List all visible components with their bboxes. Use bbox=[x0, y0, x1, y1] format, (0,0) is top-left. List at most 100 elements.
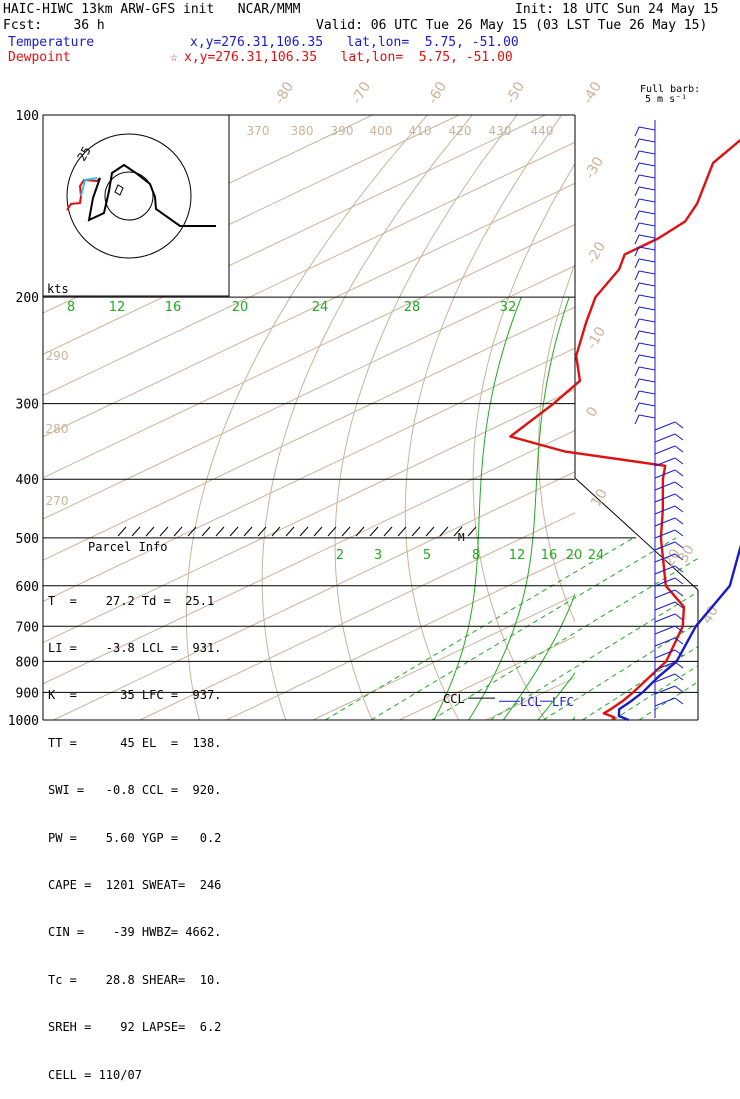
wind-barb-flag bbox=[635, 151, 639, 160]
wind-barb bbox=[655, 602, 675, 610]
isotherm-line bbox=[227, 115, 740, 720]
wind-barb bbox=[639, 283, 655, 286]
isotherm-label: -10 bbox=[584, 324, 609, 352]
wind-barb-flag bbox=[635, 331, 639, 340]
moist-adiabat-line bbox=[676, 297, 740, 720]
wind-barb bbox=[639, 355, 655, 358]
moist-adiabat-label: 12 bbox=[109, 300, 126, 315]
wind-barb-flag bbox=[675, 614, 683, 620]
hodograph-unit-label: kts bbox=[47, 282, 69, 296]
pressure-label: 900 bbox=[16, 686, 39, 701]
wind-barb-flag bbox=[635, 223, 639, 232]
wind-barb bbox=[639, 391, 655, 394]
pressure-label: 1000 bbox=[8, 714, 39, 729]
wind-barb bbox=[639, 343, 655, 346]
wind-barb bbox=[639, 319, 655, 322]
hatch-mark bbox=[230, 527, 238, 536]
wind-barb-flag bbox=[635, 319, 639, 328]
mixing-ratio-label: 5 bbox=[423, 548, 431, 563]
wind-barb bbox=[655, 650, 675, 658]
wind-barb bbox=[639, 331, 655, 334]
moist-adiabat-line bbox=[469, 297, 570, 720]
isotherm-label: -50 bbox=[503, 79, 528, 107]
isotherm-line bbox=[313, 115, 740, 720]
wind-barb-flag bbox=[675, 422, 683, 428]
hatch-mark bbox=[300, 527, 308, 536]
wind-barb-flag bbox=[675, 482, 683, 488]
wind-barb-flag bbox=[635, 379, 639, 388]
theta-label: 410 bbox=[409, 124, 432, 138]
wind-barb bbox=[639, 247, 655, 250]
parcel-info-table: T = 27.2 Td = 25.1 LI = -3.8 LCL = 931. … bbox=[48, 562, 221, 1099]
moist-adiabat-label: 16 bbox=[165, 300, 182, 315]
wind-barb bbox=[639, 403, 655, 406]
wind-barb-flag bbox=[635, 343, 639, 352]
hatch-mark bbox=[398, 527, 406, 536]
moist-adiabat-label: 8 bbox=[67, 300, 75, 315]
wind-barb-flag bbox=[635, 403, 639, 412]
moist-adiabat-label: 32 bbox=[500, 300, 517, 315]
pressure-label: 200 bbox=[16, 291, 39, 306]
pressure-label: 300 bbox=[16, 398, 39, 413]
wind-barb bbox=[639, 223, 655, 226]
wind-barb-flag bbox=[635, 271, 639, 280]
theta-label: 400 bbox=[370, 124, 393, 138]
pressure-label: 700 bbox=[16, 620, 39, 635]
wind-barb bbox=[655, 626, 675, 634]
isotherm-label: -60 bbox=[425, 79, 450, 107]
moist-adiabat-line bbox=[642, 297, 740, 720]
wind-barb-flag bbox=[675, 590, 683, 596]
wind-barb-flag bbox=[675, 518, 683, 524]
parcel-info-title: Parcel Info bbox=[88, 540, 167, 554]
wind-barb-flag bbox=[635, 391, 639, 400]
theta-label: 380 bbox=[291, 124, 314, 138]
wind-barb bbox=[639, 127, 655, 130]
wind-barb bbox=[655, 482, 675, 490]
pressure-label: 500 bbox=[16, 532, 39, 547]
hatch-mark bbox=[370, 527, 378, 536]
dry-adiabat-line bbox=[663, 115, 740, 720]
wind-barb-flag bbox=[635, 307, 639, 316]
theta-label: 430 bbox=[489, 124, 512, 138]
parcel-line: K = 35 LFC = 937. bbox=[48, 688, 221, 704]
wind-barb-flag bbox=[635, 283, 639, 292]
parcel-line: CELL = 110/07 bbox=[48, 1068, 221, 1084]
dry-adiabat-line bbox=[602, 115, 718, 720]
wind-barb bbox=[655, 506, 675, 514]
isotherm-line bbox=[659, 115, 740, 720]
hatch-mark bbox=[440, 527, 448, 536]
wind-barb-flag bbox=[675, 566, 683, 572]
wind-barb bbox=[655, 638, 675, 646]
wind-barb-flag bbox=[675, 458, 683, 464]
hatch-mark bbox=[118, 527, 126, 536]
moist-adiabat-line bbox=[607, 297, 740, 720]
parcel-line: LI = -3.8 LCL = 931. bbox=[48, 641, 221, 657]
moist-adiabat-lines bbox=[434, 297, 740, 720]
moist-adiabat-line bbox=[503, 297, 625, 720]
dry-adiabat-line bbox=[723, 115, 740, 720]
wind-barb-flag bbox=[675, 506, 683, 512]
wind-barb bbox=[655, 518, 675, 526]
mixing-ratio-label: 20 bbox=[566, 548, 583, 563]
wind-barb bbox=[639, 367, 655, 370]
theta-label: 440 bbox=[531, 124, 554, 138]
wind-barb-flag bbox=[635, 163, 639, 172]
wind-barb bbox=[655, 614, 675, 622]
mixing-ratio-label: 3 bbox=[374, 548, 382, 563]
hatch-mark bbox=[314, 527, 322, 536]
wind-barb-flag bbox=[635, 187, 639, 196]
hatch-mark bbox=[468, 527, 476, 536]
hatch-mark bbox=[286, 527, 294, 536]
hatch-mark bbox=[244, 527, 252, 536]
parcel-line: T = 27.2 Td = 25.1 bbox=[48, 594, 221, 610]
pressure-label: 600 bbox=[16, 580, 39, 595]
wind-barb-flag bbox=[635, 235, 639, 244]
dewpoint-line bbox=[510, 115, 740, 720]
isotherm-label: -30 bbox=[582, 154, 607, 182]
hatch-mark bbox=[216, 527, 224, 536]
wind-barb-flag bbox=[675, 470, 683, 476]
wind-barb bbox=[655, 530, 675, 538]
isotherm-label: -80 bbox=[272, 79, 297, 107]
isotherm-label: 40 bbox=[699, 603, 722, 626]
